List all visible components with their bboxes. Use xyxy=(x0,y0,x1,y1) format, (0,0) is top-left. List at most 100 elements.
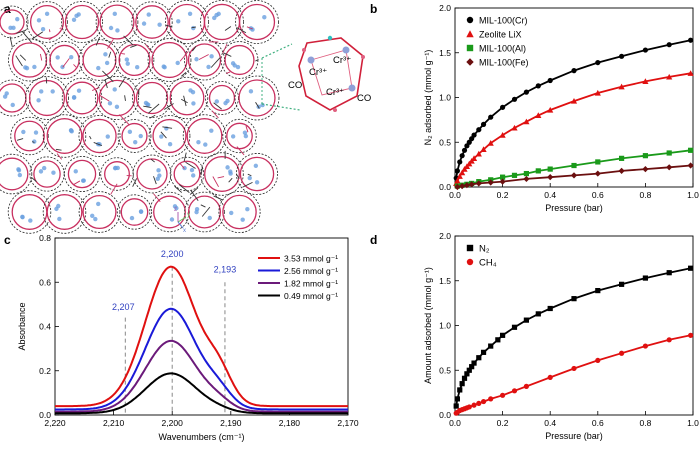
data-point xyxy=(466,258,474,266)
y-tick-label: 0.0 xyxy=(39,410,51,420)
y-axis-label: Absorbance xyxy=(17,302,27,350)
x-tick-label: 1.0 xyxy=(687,190,699,200)
data-point xyxy=(535,168,541,174)
data-point xyxy=(457,387,463,393)
y-axis-label: Amount adsorbed (mmol g⁻¹) xyxy=(423,267,433,384)
data-point xyxy=(666,270,672,276)
x-tick-label: 1.0 xyxy=(687,418,699,428)
y-tick-label: 0.0 xyxy=(439,410,451,420)
x-tick-label: 2,180 xyxy=(279,418,301,428)
data-point xyxy=(535,83,541,89)
data-point xyxy=(642,47,649,53)
data-point xyxy=(459,169,466,176)
data-point xyxy=(466,58,474,66)
data-point xyxy=(618,167,625,174)
zoom-line xyxy=(261,103,301,111)
x-tick-label: 2,200 xyxy=(162,418,184,428)
data-point xyxy=(480,349,487,355)
data-point xyxy=(571,68,577,74)
x-tick-label: 2,220 xyxy=(44,418,66,428)
data-point xyxy=(471,402,477,408)
data-point xyxy=(487,140,494,146)
data-point xyxy=(523,317,529,323)
co-label-left: CO xyxy=(288,80,302,91)
cr-ion-label-left: Cr³⁺ xyxy=(309,67,327,78)
x-tick-label: 0.0 xyxy=(449,190,461,200)
data-point xyxy=(463,182,470,189)
spectrum-line xyxy=(55,339,348,413)
y-tick-label: 1.5 xyxy=(439,48,451,58)
legend-label: Zeolite LiX xyxy=(479,30,522,40)
axis-triad-label: y xyxy=(187,212,190,218)
data-point xyxy=(475,150,482,157)
x-tick-label: 0.4 xyxy=(544,190,556,200)
data-point xyxy=(488,396,494,402)
data-point xyxy=(459,183,466,190)
data-point xyxy=(476,355,482,361)
data-point xyxy=(466,30,474,38)
x-tick-label: 0.2 xyxy=(497,418,509,428)
annotation-label: 2,193 xyxy=(214,264,237,274)
legend-label: 0.49 mmol g⁻¹ xyxy=(284,291,338,301)
x-axis-label: Wavenumbers (cm⁻¹) xyxy=(159,432,245,442)
data-point xyxy=(466,244,474,252)
data-point xyxy=(480,121,487,127)
data-point xyxy=(619,155,625,161)
cr-ion-label-top: Cr³⁺ xyxy=(333,55,351,66)
data-point xyxy=(547,305,553,312)
data-point xyxy=(523,175,530,183)
y-tick-label: 2.0 xyxy=(439,231,451,241)
cr-atom-bottom xyxy=(348,84,356,92)
data-point xyxy=(488,114,494,120)
data-point xyxy=(466,404,472,410)
annotation-label: 2,207 xyxy=(112,302,135,312)
panel-label-b: b xyxy=(370,2,377,16)
data-point xyxy=(461,375,468,381)
data-point xyxy=(594,89,601,96)
data-point xyxy=(688,332,694,338)
data-point xyxy=(642,343,649,349)
legend-label: 1.82 mmol g⁻¹ xyxy=(284,279,338,289)
data-point xyxy=(454,168,460,174)
data-point xyxy=(547,77,553,84)
data-point xyxy=(470,155,478,161)
data-point xyxy=(547,106,554,113)
data-point xyxy=(570,97,578,104)
y-tick-label: 0.2 xyxy=(39,366,51,376)
data-point xyxy=(454,396,460,402)
spectrum-line xyxy=(55,265,348,408)
data-point xyxy=(687,162,694,169)
spectrum-line xyxy=(55,307,348,411)
data-point xyxy=(535,112,542,118)
y-tick-label: 1.5 xyxy=(439,276,451,286)
data-point xyxy=(511,124,518,131)
data-point xyxy=(666,42,672,48)
data-point xyxy=(468,181,475,188)
data-point xyxy=(471,360,477,366)
chart-b-n2-isotherms: 0.0 0.2 0.4 0.6 0.8 1.0 0.0 0.5 1.0 1.5 2.0 MIL-100… xyxy=(423,3,699,213)
data-point xyxy=(571,365,577,372)
data-point xyxy=(469,364,475,370)
data-point xyxy=(500,332,506,338)
data-point xyxy=(511,388,518,394)
data-point xyxy=(464,371,470,377)
zoom-line xyxy=(261,43,293,59)
cr-atom-top xyxy=(342,46,350,54)
data-point xyxy=(595,357,601,364)
legend-label: 3.53 mmol g⁻¹ xyxy=(284,254,338,264)
axis-triad-label: z xyxy=(174,207,177,213)
cr-atom-left xyxy=(307,56,315,64)
data-point xyxy=(595,59,601,66)
data-point xyxy=(499,131,506,138)
data-point xyxy=(666,164,673,171)
data-point xyxy=(500,104,506,110)
data-point xyxy=(571,296,577,302)
data-point xyxy=(688,37,694,43)
y-tick-label: 1.0 xyxy=(439,321,451,331)
x-tick-label: 2,190 xyxy=(220,418,242,428)
chart-d-n2-ch4-isotherms: 0.0 0.2 0.4 0.6 0.8 1.0 0.0 0.5 1.0 1.5 2.0 N₂ CH₄ Pr… xyxy=(423,231,699,441)
y-tick-label: 2.0 xyxy=(439,3,451,13)
y-tick-label: 0.4 xyxy=(39,322,51,332)
data-point xyxy=(523,170,529,177)
annotation-label: 2,200 xyxy=(161,249,184,259)
